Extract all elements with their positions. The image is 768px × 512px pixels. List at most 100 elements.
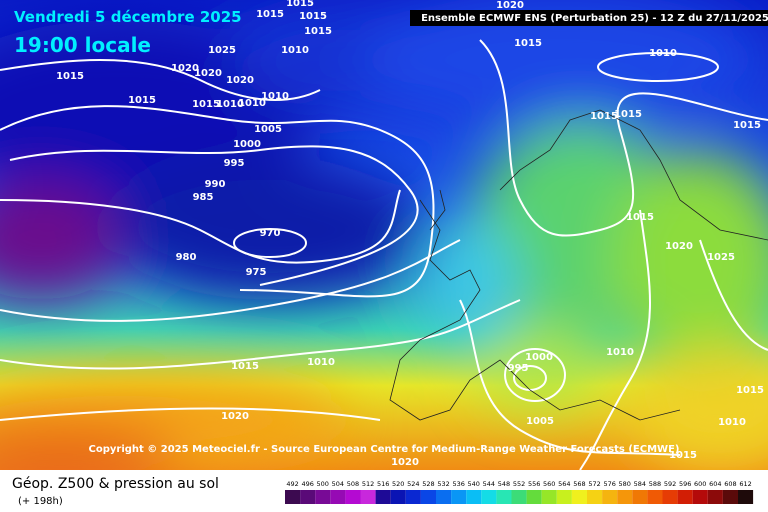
isobar-label: 1010 xyxy=(281,45,309,56)
colorbar-swatch xyxy=(375,490,391,504)
colorbar-label: 576 xyxy=(603,480,615,488)
colorbar-label: 588 xyxy=(649,480,661,488)
colorbar-swatch xyxy=(632,490,648,504)
colorbar-swatch xyxy=(345,490,361,504)
colorbar-label: 556 xyxy=(528,480,540,488)
colorbar-swatch xyxy=(677,490,693,504)
colorbar-swatch xyxy=(617,490,633,504)
colorbar-label: 516 xyxy=(377,480,389,488)
isobar-label: 1015 xyxy=(299,11,327,22)
colorbar-swatch xyxy=(481,490,497,504)
colorbar-label: 496 xyxy=(301,480,313,488)
colorbar-label: 500 xyxy=(317,480,329,488)
isobar-label: 1015 xyxy=(733,120,761,131)
isobars xyxy=(0,39,768,471)
colorbar-swatch xyxy=(436,490,452,504)
colorbar-swatch xyxy=(466,490,482,504)
isobar-label: 1020 xyxy=(171,63,199,74)
isobar-label: 1025 xyxy=(707,252,735,263)
colorbar-label: 568 xyxy=(573,480,585,488)
colorbar-swatch xyxy=(707,490,723,504)
colorbar-label: 604 xyxy=(709,480,721,488)
colorbar-label: 572 xyxy=(588,480,600,488)
forecast-time: 19:00 locale xyxy=(14,33,151,57)
model-banner xyxy=(410,10,768,26)
colorbar-label: 612 xyxy=(739,480,751,488)
isobar-label: 980 xyxy=(176,252,197,263)
isobar-label: 1010 xyxy=(216,99,244,110)
colorbar: 492 496 500 504 508 512 516 520 524 528 532 536 540 5… xyxy=(285,480,754,504)
colorbar-swatch xyxy=(692,490,708,504)
isobar-label: 1000 xyxy=(233,139,261,150)
colorbar-label: 596 xyxy=(679,480,691,488)
isobar-label: 1015 xyxy=(614,109,642,120)
footer-lead: (+ 198h) xyxy=(18,496,63,507)
colorbar-swatch xyxy=(496,490,512,504)
isobar-label: 1015 xyxy=(192,99,220,110)
colorbar-label: 504 xyxy=(332,480,344,488)
colorbar-label: 580 xyxy=(619,480,631,488)
footer-title: Géop. Z500 & pression au sol xyxy=(12,476,219,492)
isobar-label: 1010 xyxy=(238,98,266,109)
isobar-label: 1010 xyxy=(606,347,634,358)
coastlines xyxy=(389,109,768,421)
model-info: Ensemble ECMWF ENS (Perturbation 25) - 1… xyxy=(421,13,768,24)
isobar-label: 1015 xyxy=(256,9,284,20)
isobar-label: 1015 xyxy=(514,38,542,49)
colorbar-label: 536 xyxy=(452,480,464,488)
isobar-label: 1005 xyxy=(254,124,282,135)
colorbar-swatch xyxy=(556,490,572,504)
isobar-label: 1020 xyxy=(496,0,524,11)
colorbar-label: 600 xyxy=(694,480,706,488)
isobar-label: 1000 xyxy=(525,352,553,363)
colorbar-swatch xyxy=(571,490,587,504)
colorbar-label: 492 xyxy=(286,480,298,488)
colorbar-label: 584 xyxy=(634,480,646,488)
colorbar-swatch xyxy=(647,490,663,504)
isobar-label: 1015 xyxy=(56,71,84,82)
colorbar-label: 520 xyxy=(392,480,404,488)
colorbar-label: 524 xyxy=(407,480,419,488)
isobar-label: 990 xyxy=(205,179,226,190)
colorbar-swatch xyxy=(405,490,421,504)
colorbar-swatch xyxy=(390,490,406,504)
isobar-labels: 1015 101510151010101510251020102010201015… xyxy=(56,0,764,468)
isobar-label: 1015 xyxy=(304,26,332,37)
isobar-label: 1020 xyxy=(391,457,419,468)
field-shading xyxy=(0,0,768,480)
colorbar-label: 564 xyxy=(558,480,570,488)
isobar-label: 1020 xyxy=(194,68,222,79)
colorbar-label: 592 xyxy=(664,480,676,488)
isobar-label: 975 xyxy=(246,267,267,278)
copyright: Copyright © 2025 Meteociel.fr - Source E… xyxy=(89,444,680,455)
isobar-label: 1010 xyxy=(718,417,746,428)
colorbar-swatch xyxy=(738,490,754,504)
isobar-label: 1005 xyxy=(526,416,554,427)
colorbar-swatch xyxy=(662,490,678,504)
isobar-label: 995 xyxy=(224,158,245,169)
colorbar-swatch xyxy=(315,490,331,504)
isobar-label: 1015 xyxy=(590,111,618,122)
colorbar-label: 560 xyxy=(543,480,555,488)
isobar-label: 1025 xyxy=(208,45,236,56)
colorbar-swatch xyxy=(285,490,301,504)
isobar-label: 1010 xyxy=(261,91,289,102)
colorbar-label: 512 xyxy=(362,480,374,488)
forecast-date: Vendredi 5 décembre 2025 xyxy=(14,8,242,26)
colorbar-label: 552 xyxy=(513,480,525,488)
isobar-label: 985 xyxy=(193,192,214,203)
isobar-label: 1020 xyxy=(665,241,693,252)
colorbar-swatch xyxy=(587,490,603,504)
colorbar-swatch xyxy=(511,490,527,504)
colorbar-label: 540 xyxy=(468,480,480,488)
colorbar-swatch xyxy=(360,490,376,504)
isobar-label: 1010 xyxy=(649,48,677,59)
colorbar-label: 544 xyxy=(483,480,495,488)
colorbar-swatch xyxy=(451,490,467,504)
colorbar-label: 548 xyxy=(498,480,510,488)
colorbar-swatch xyxy=(330,490,346,504)
isobar-label: 1015 xyxy=(231,361,259,372)
colorbar-label: 508 xyxy=(347,480,359,488)
isobar-label: 1015 xyxy=(669,450,697,461)
